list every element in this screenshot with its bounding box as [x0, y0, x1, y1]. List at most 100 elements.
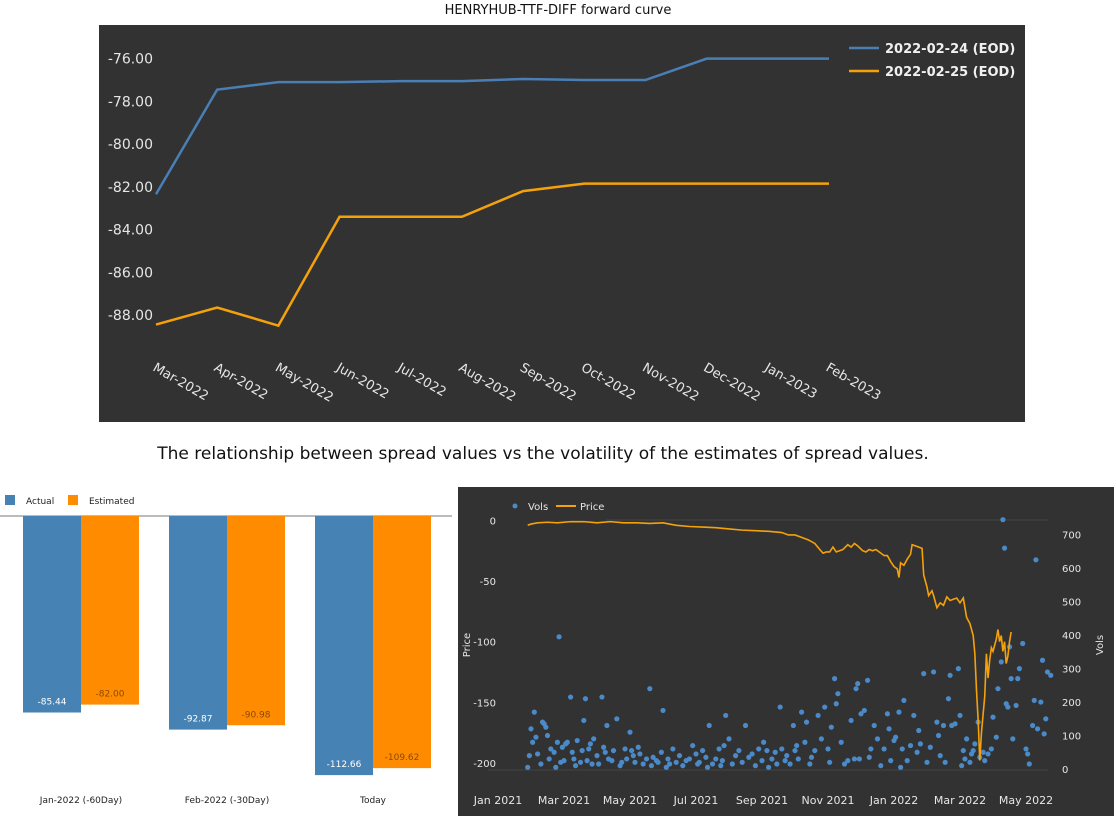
right-y-tick-label: 600 — [1062, 564, 1081, 575]
right-y-axis-label: Vols — [1095, 635, 1106, 655]
vols-point — [1008, 676, 1014, 682]
bar-value-label: -85.44 — [37, 698, 66, 708]
vols-point — [1001, 545, 1008, 551]
vols-point — [1030, 722, 1036, 729]
vols-point — [833, 701, 839, 707]
left-y-tick-label: -50 — [480, 577, 496, 588]
vols-point — [828, 724, 834, 730]
vols-point — [848, 717, 854, 724]
vols-point — [544, 732, 551, 739]
vols-point — [959, 763, 965, 769]
legend-vols-marker — [512, 503, 518, 509]
vols-point — [982, 758, 988, 764]
vols-point — [1039, 657, 1046, 663]
series-line — [154, 57, 829, 195]
legend-label: Vols — [528, 502, 548, 513]
vols-point — [787, 761, 793, 767]
x-tick-label: Nov-2022 — [639, 360, 701, 404]
forward-curve-series — [154, 57, 829, 328]
vols-point — [533, 734, 539, 740]
forward-curve-chart: -76.00 -78.00 -80.00 -82.00 -84.00 -86.00 -88.… — [99, 25, 1025, 422]
forward-curve-title: HENRYHUB-TTF-DIFF forward curve — [444, 3, 672, 18]
vols-point — [802, 739, 808, 745]
vols-point — [980, 749, 986, 755]
vols-point — [881, 746, 887, 752]
vols-point — [553, 764, 559, 770]
vols-point — [700, 747, 706, 754]
left-y-tick-label: -150 — [473, 698, 496, 709]
vols-point — [640, 761, 646, 767]
vols-point — [940, 722, 947, 729]
vols-point — [898, 764, 904, 770]
vols-point — [907, 742, 914, 749]
x-tick-label: Jan 2021 — [473, 794, 522, 807]
vols-point — [838, 739, 844, 745]
vols-point — [942, 759, 948, 765]
vols-point — [784, 753, 790, 759]
vols-price-axes: 0 -50 -100 -150 -200 0 100 200 300 400 500 600 700 Ja… — [462, 516, 1106, 807]
actual-bar — [315, 516, 373, 776]
vols-point — [774, 761, 780, 767]
x-tick-label: Jul-2022 — [394, 360, 449, 400]
vols-point — [756, 746, 762, 752]
vols-point — [807, 761, 813, 767]
vols-point — [706, 722, 712, 729]
vols-point — [577, 759, 584, 765]
vols-point — [610, 747, 617, 754]
vols-point — [790, 722, 796, 729]
vols-point — [884, 711, 890, 717]
vols-point — [589, 761, 595, 767]
vols-vs-price-chart: 0 -50 -100 -150 -200 0 100 200 300 400 500 600 700 Ja… — [458, 487, 1114, 816]
vols-point — [1031, 697, 1037, 703]
vols-point — [696, 759, 702, 765]
vols-point — [935, 732, 942, 739]
left-y-tick-label: -100 — [473, 638, 496, 649]
vols-point — [543, 724, 549, 730]
vols-point — [1026, 761, 1032, 767]
vols-point — [947, 672, 953, 678]
vols-point — [591, 736, 597, 742]
vols-point — [952, 721, 958, 727]
estimated-bar — [373, 516, 431, 769]
vols-point — [582, 696, 589, 702]
y-tick-label: -88.00 — [108, 308, 153, 324]
x-tick-label: Aug-2022 — [456, 360, 518, 405]
vols-point — [635, 744, 641, 750]
vols-point — [665, 756, 671, 762]
x-tick-label: May-2022 — [272, 360, 335, 405]
vols-point — [853, 686, 859, 692]
right-y-tick-label: 700 — [1062, 531, 1081, 542]
vols-point — [1013, 702, 1019, 709]
vols-point — [572, 763, 579, 769]
legend-swatch — [5, 495, 15, 505]
vols-point — [673, 759, 679, 765]
vols-point — [1015, 676, 1021, 682]
y-tick-label: -80.00 — [108, 137, 153, 153]
vols-point — [1033, 557, 1039, 563]
vols-point — [777, 704, 783, 710]
vols-point — [803, 719, 810, 725]
y-tick-label: -86.00 — [108, 265, 153, 281]
vols-point — [962, 756, 968, 762]
vols-point — [622, 746, 628, 752]
vols-point — [1044, 669, 1051, 675]
vols-point — [643, 756, 650, 762]
vols-point — [599, 694, 605, 700]
vols-point — [1043, 716, 1049, 722]
vols-point — [779, 746, 785, 752]
vols-point — [655, 759, 661, 765]
vols-point — [556, 634, 562, 640]
vols-point — [629, 747, 635, 754]
vols-point — [650, 754, 656, 760]
vols-point — [614, 716, 620, 722]
vols-point — [957, 712, 963, 719]
vols-point — [746, 754, 752, 760]
vols-point — [647, 686, 653, 692]
vols-point — [972, 741, 978, 747]
left-y-axis-label: Price — [462, 633, 473, 657]
vols-point — [911, 712, 917, 719]
vols-point — [904, 758, 910, 764]
vols-point — [795, 756, 801, 762]
vols-point — [917, 741, 923, 747]
vols-point — [663, 764, 669, 770]
